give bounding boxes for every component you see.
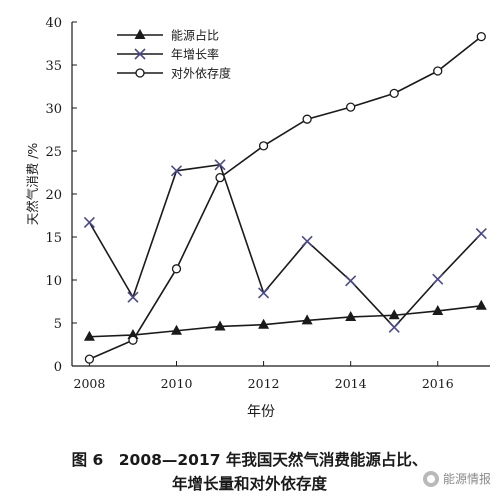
y-tick-label: 40 (45, 16, 62, 31)
watermark: 能源情报 (422, 470, 491, 487)
data-point-x (345, 275, 357, 287)
data-point-triangle (134, 29, 146, 39)
data-point-circle (346, 102, 356, 112)
data-point-x (258, 287, 270, 299)
x-tick-label: 2008 (74, 376, 106, 391)
y-axis-title: 天然气消费 /% (25, 143, 40, 226)
x-stroke (345, 275, 357, 287)
wechat-logo-icon (422, 470, 439, 487)
x-tick-label: 2016 (422, 376, 454, 391)
watermark-text: 能源情报 (442, 472, 491, 486)
data-point-triangle (83, 330, 95, 341)
series-line (89, 305, 482, 338)
y-tick-label: 20 (45, 188, 62, 203)
legend-label: 年增长率 (171, 47, 219, 62)
figure-caption-line-2: 年增长量和对外依存度 (171, 475, 327, 493)
x-tick-label: 2014 (335, 376, 367, 391)
x-stroke (127, 291, 139, 303)
legend-label: 能源占比 (171, 28, 219, 43)
data-point-x (475, 227, 487, 240)
x-tick-label: 2010 (161, 376, 193, 391)
y-tick-label: 0 (54, 360, 62, 375)
x-tick-label: 2012 (248, 376, 280, 391)
data-point-triangle (475, 299, 487, 310)
x-stroke (432, 273, 444, 285)
series-line (89, 35, 482, 360)
y-tick-label: 5 (54, 317, 62, 332)
data-point-circle (258, 141, 269, 151)
legend-label: 对外依存度 (171, 66, 231, 81)
x-stroke (388, 321, 400, 333)
data-point-circle (302, 114, 312, 124)
data-point-triangle (432, 304, 444, 315)
figure-caption-line-1: 图 6 2008—2017 年我国天然气消费能源占比、 (71, 451, 428, 469)
data-point-circle (476, 31, 486, 42)
data-point-x (301, 235, 313, 247)
data-point-triangle (258, 318, 270, 329)
y-tick-label: 30 (45, 102, 62, 117)
data-point-circle (389, 88, 399, 99)
data-point-circle (215, 173, 225, 183)
data-point-circle (433, 66, 443, 76)
data-point-circle (171, 264, 182, 274)
data-point-x (134, 48, 146, 60)
data-point-x (432, 273, 444, 285)
x-axis-title: 年份 (247, 404, 275, 420)
x-stroke (170, 165, 183, 177)
x-stroke (83, 216, 95, 228)
series-1 (83, 299, 487, 341)
y-tick-label: 25 (45, 145, 62, 160)
y-tick-label: 15 (45, 231, 62, 246)
y-tick-label: 35 (45, 59, 62, 74)
x-stroke (475, 227, 487, 240)
data-point-triangle (171, 324, 182, 335)
data-point-circle (84, 354, 95, 364)
x-stroke (134, 48, 146, 60)
x-stroke (258, 287, 270, 299)
data-point-x (170, 165, 183, 177)
data-point-triangle (301, 314, 313, 325)
series-2 (83, 159, 487, 333)
chart: 0 5 10 15 20 25 30 35 40 2008 2010 2012 2014 2016 年份 天然… (25, 16, 490, 420)
x-stroke (301, 235, 313, 247)
x-stroke (214, 159, 226, 171)
data-point-x (127, 291, 139, 303)
data-point-circle (128, 335, 138, 345)
data-point-x (388, 321, 400, 333)
series-line (88, 163, 482, 329)
data-point-triangle (345, 310, 357, 321)
y-tick-label: 10 (45, 274, 62, 289)
data-point-circle (135, 68, 145, 78)
data-point-triangle (388, 309, 400, 320)
data-point-x (214, 159, 226, 171)
series-3 (84, 31, 486, 364)
data-point-triangle (214, 320, 226, 331)
data-point-x (83, 216, 95, 228)
